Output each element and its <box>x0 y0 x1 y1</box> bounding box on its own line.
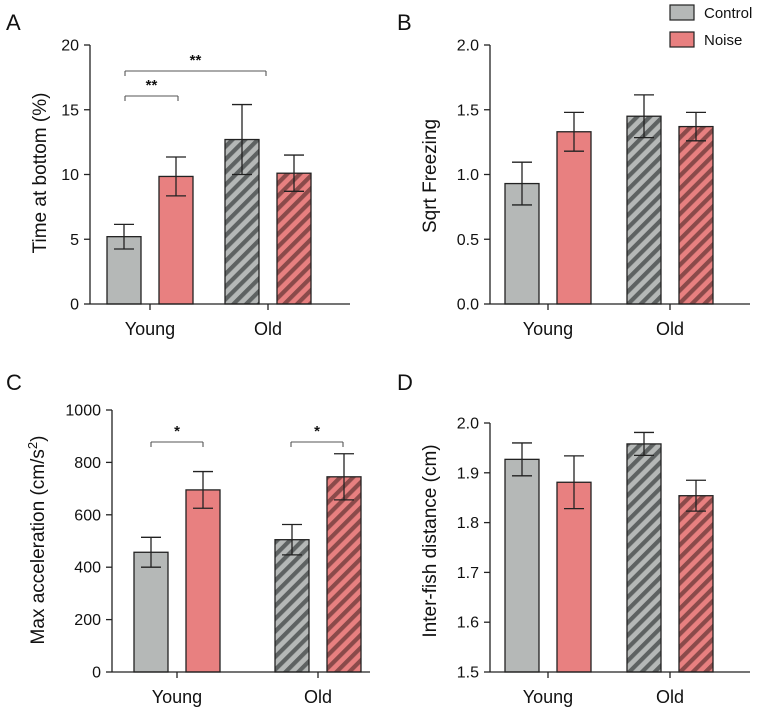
x-category-label-young: Young <box>523 319 573 339</box>
plot-area-c: 0 200 400 600 800 1000 Young Old * * <box>65 403 370 707</box>
bar-young-control <box>133 551 169 673</box>
bar-young-control <box>504 458 540 673</box>
bar-old-noise <box>326 476 362 673</box>
y-tick-label: 1.5 <box>457 665 479 682</box>
y-tick-label: 400 <box>74 560 101 577</box>
y-tick-label: 2.0 <box>457 38 479 55</box>
bar-old-control <box>626 115 662 305</box>
significance-label: * <box>174 423 180 440</box>
legend-label-noise: Noise <box>704 32 742 49</box>
y-tick-label: 1.9 <box>457 465 479 482</box>
y-tick-label: 1.7 <box>457 565 479 582</box>
bar-old-noise <box>678 495 714 673</box>
y-tick-label: 5 <box>70 232 79 249</box>
y-tick-label: 800 <box>74 455 101 472</box>
panel-b: B Sqrt Freezing 0.0 0.5 1.0 1.5 2.0 Young Old <box>397 10 750 339</box>
panel-letter-a: A <box>6 10 21 35</box>
x-category-label-young: Young <box>152 687 202 707</box>
y-axis-title-c-end: ) <box>28 436 49 442</box>
y-axis-title-c-sup: 2 <box>25 442 40 449</box>
x-category-label-old: Old <box>656 687 684 707</box>
y-axis-title-b: Sqrt Freezing <box>420 119 441 233</box>
legend-swatch-noise <box>669 31 695 48</box>
plot-area-b: 0.0 0.5 1.0 1.5 2.0 Young Old <box>457 38 750 339</box>
y-tick-label: 1000 <box>65 403 101 420</box>
y-axis-title-d: Inter-fish distance (cm) <box>420 444 441 637</box>
y-tick-label: 2.0 <box>457 416 479 433</box>
y-axis-title-c: Max acceleration (cm/s2) <box>25 436 50 645</box>
bar-old-noise <box>678 125 714 305</box>
bar-old-noise <box>276 172 312 305</box>
y-tick-label: 0.0 <box>457 297 479 314</box>
y-tick-label: 0 <box>92 665 101 682</box>
y-tick-label: 0.5 <box>457 232 479 249</box>
legend: Control Noise <box>669 4 752 49</box>
panel-letter-b: B <box>397 10 412 35</box>
y-tick-label: 200 <box>74 612 101 629</box>
y-tick-label: 10 <box>61 167 79 184</box>
y-tick-label: 1.8 <box>457 515 479 532</box>
panel-letter-c: C <box>6 370 22 395</box>
x-category-label-young: Young <box>125 319 175 339</box>
x-category-label-young: Young <box>523 687 573 707</box>
legend-label-control: Control <box>704 5 752 22</box>
panel-c: C Max acceleration (cm/s2) 0 200 400 600 800… <box>6 370 370 707</box>
y-tick-label: 600 <box>74 507 101 524</box>
x-category-label-old: Old <box>304 687 332 707</box>
bar-young-noise <box>556 481 592 673</box>
y-tick-label: 0 <box>70 297 79 314</box>
y-tick-label: 20 <box>61 38 79 55</box>
y-axis-title-c-main: Max acceleration (cm/s <box>28 449 49 644</box>
significance-label: ** <box>146 77 158 94</box>
bar-young-noise <box>185 489 221 673</box>
panel-letter-d: D <box>397 370 413 395</box>
y-axis-title-a: Time at bottom (%) <box>30 93 51 254</box>
significance-label: * <box>314 423 320 440</box>
y-tick-label: 1.6 <box>457 615 479 632</box>
y-tick-label: 1.5 <box>457 102 479 119</box>
bar-old-control <box>274 539 310 673</box>
bar-young-noise <box>556 131 592 305</box>
y-tick-label: 15 <box>61 102 79 119</box>
x-category-label-old: Old <box>254 319 282 339</box>
panel-d: D Inter-fish distance (cm) 1.51.61.71.81… <box>397 370 750 707</box>
plot-area-a: 0 5 10 15 20 Young Old ** ** <box>61 38 350 339</box>
y-tick-label: 1.0 <box>457 167 479 184</box>
bar-old-control <box>626 443 662 673</box>
legend-swatch-control <box>669 4 695 21</box>
panel-a: A Time at bottom (%) 0 5 10 15 20 Young Old ** *… <box>6 10 350 339</box>
plot-area-d: 1.5 1.6 1.7 1.8 1.9 2.0 Young Old <box>457 416 750 707</box>
x-category-label-old: Old <box>656 319 684 339</box>
significance-label: ** <box>190 52 202 69</box>
